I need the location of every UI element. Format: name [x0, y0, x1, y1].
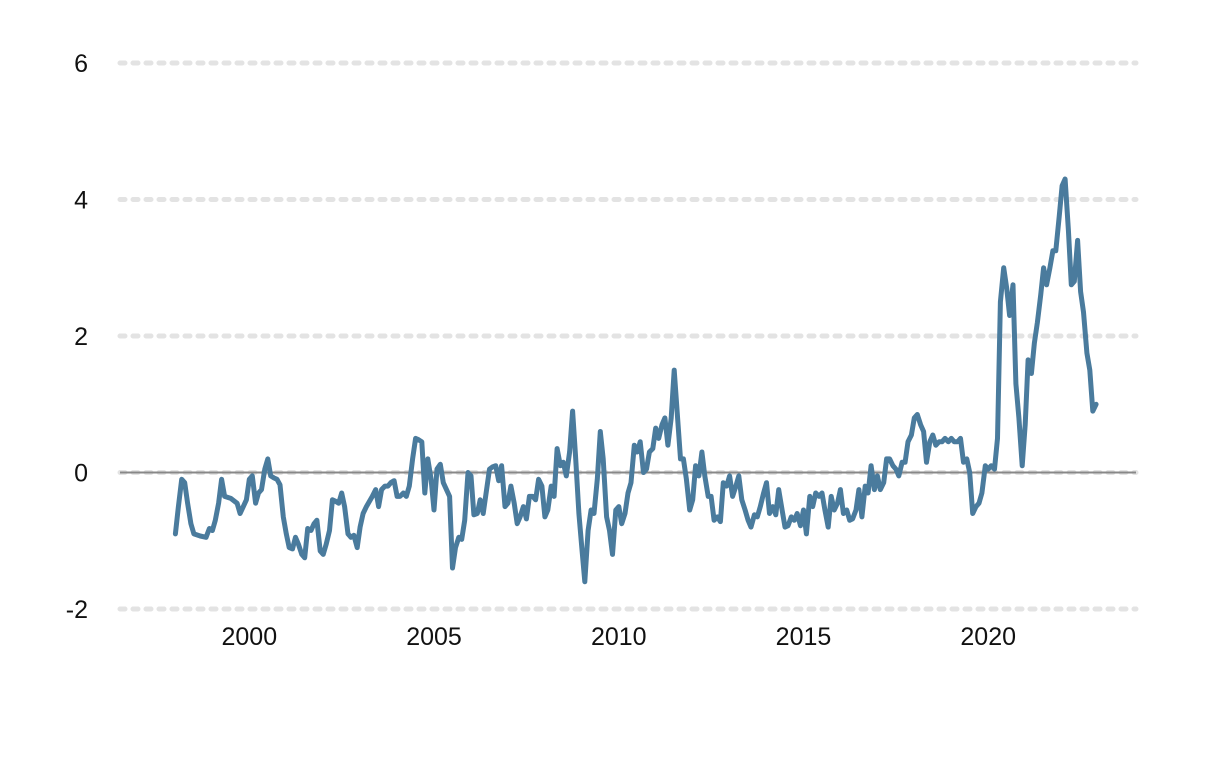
y-tick-label: 0	[74, 460, 88, 488]
y-axis-ticks: -2 0 2 4 6	[66, 50, 88, 624]
series-line-0	[172, 176, 1099, 585]
x-tick-label: 2000	[221, 623, 277, 651]
y-tick-label: 2	[74, 323, 88, 351]
x-tick-label: 2010	[591, 623, 647, 651]
y-tick-label: 4	[74, 187, 88, 215]
grid-layer	[117, 60, 1139, 612]
series-layer	[172, 176, 1099, 585]
x-tick-label: 2015	[776, 623, 832, 651]
x-tick-label: 2005	[406, 623, 462, 651]
y-tick-label: -2	[66, 596, 88, 624]
x-tick-label: 2020	[960, 623, 1016, 651]
x-axis-ticks: 2000 2005 2010 2015 2020	[221, 623, 1016, 651]
y-tick-label: 6	[74, 50, 88, 78]
